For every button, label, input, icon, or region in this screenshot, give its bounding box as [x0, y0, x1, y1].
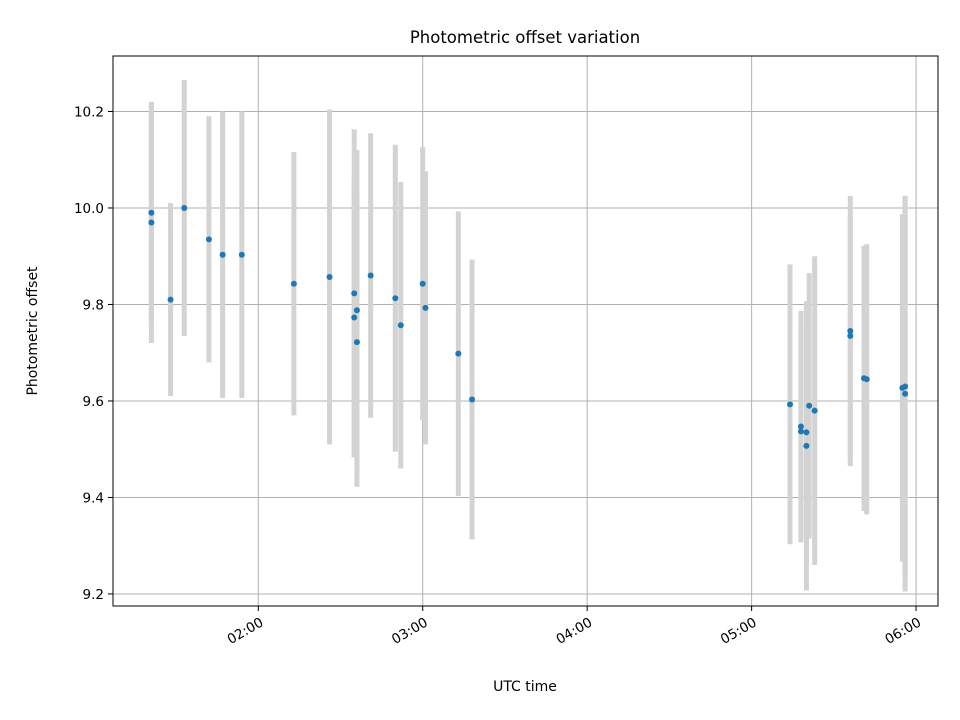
data-point [803, 442, 810, 449]
y-axis-label: Photometric offset [25, 266, 41, 396]
data-point [902, 383, 909, 390]
y-tick-label: 9.2 [83, 587, 104, 603]
y-tick-label: 9.6 [83, 394, 104, 410]
data-point [148, 219, 155, 226]
data-point [455, 350, 462, 357]
data-point [351, 314, 358, 321]
data-point [326, 273, 333, 280]
data-point [238, 251, 245, 258]
data-point [797, 423, 804, 430]
data-point [219, 251, 226, 258]
data-point [419, 280, 426, 287]
markers [148, 204, 909, 449]
data-point [353, 339, 360, 346]
data-point [148, 209, 155, 216]
x-axis-label: UTC time [493, 679, 557, 695]
data-point [397, 322, 404, 329]
data-point [167, 296, 174, 303]
data-point [847, 328, 854, 334]
y-axis-ticks: 9.2 9.4 9.6 9.8 10.0 10.2 [74, 104, 113, 603]
data-point [353, 307, 360, 314]
plot-frame [112, 55, 939, 607]
data-point [803, 429, 810, 436]
data-point [902, 390, 909, 397]
data-point [351, 290, 358, 297]
data-point [181, 204, 188, 211]
y-tick-label: 10.2 [74, 104, 104, 120]
data-point [863, 376, 870, 383]
y-tick-label: 9.4 [83, 490, 104, 506]
data-point [806, 402, 813, 409]
data-point [811, 407, 818, 414]
data-point [422, 304, 429, 311]
data-point [205, 236, 212, 243]
data-point [367, 272, 374, 279]
y-tick-label: 10.0 [74, 201, 104, 217]
data-point [797, 428, 804, 435]
data-point [847, 332, 854, 339]
data-point [469, 396, 476, 403]
y-tick-label: 9.8 [83, 297, 104, 313]
data-point [290, 280, 297, 287]
data-point [786, 401, 793, 408]
data-point [392, 295, 399, 302]
chart-title: Photometric offset variation [410, 28, 640, 47]
